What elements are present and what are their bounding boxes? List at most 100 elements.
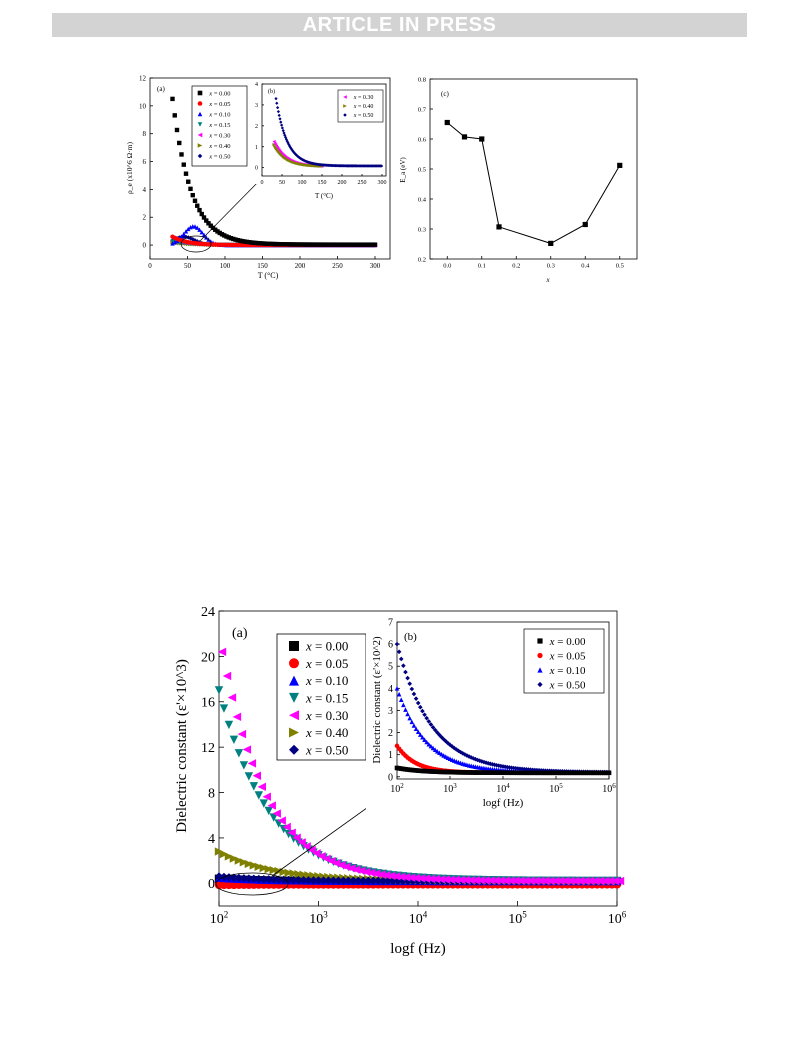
x-tick-label: 250 — [332, 262, 343, 270]
y-tick-label: 10 — [139, 102, 147, 110]
bottom-inset-x-label: logf (Hz) — [483, 797, 524, 809]
data-point — [249, 782, 259, 791]
y-tick-label: 6 — [388, 640, 393, 651]
data-point — [341, 242, 346, 247]
data-point — [289, 875, 298, 885]
data-point — [229, 873, 239, 882]
data-point — [466, 875, 475, 885]
data-point — [461, 134, 468, 140]
legend-value: = 0.40 — [356, 104, 373, 110]
data-point — [413, 726, 419, 731]
data-point — [329, 876, 338, 885]
data-point — [259, 799, 268, 808]
data-point — [192, 238, 198, 243]
data-point — [548, 240, 554, 246]
y-tick-label: 0.2 — [418, 256, 426, 263]
data-point — [396, 691, 402, 697]
data-point — [276, 110, 280, 114]
y-tick-label: 3 — [255, 103, 258, 109]
x-tick-label: 200 — [338, 180, 347, 186]
bottom-a-panel-label: (a) — [232, 626, 248, 641]
legend-variable: x — [208, 90, 212, 97]
data-point — [556, 876, 565, 886]
legend-value: = 0.50 — [356, 113, 373, 119]
y-tick-label: 0.8 — [418, 76, 426, 83]
x-tick-label: 0 — [148, 262, 152, 270]
bottom-a-y-label: Dielectric constant (ε'×10^3) — [174, 659, 190, 833]
legend-variable: x — [305, 742, 312, 757]
data-point — [181, 231, 186, 237]
data-point — [309, 242, 315, 247]
x-tick-exponent: 5 — [522, 909, 527, 919]
data-point — [312, 242, 317, 247]
data-point — [181, 162, 186, 167]
data-point — [456, 875, 465, 885]
data-point — [566, 876, 575, 886]
legend-label: x = 0.50 — [353, 113, 374, 119]
x-tick-label: 104 — [409, 909, 428, 927]
data-point — [281, 128, 285, 133]
data-point — [432, 727, 438, 733]
data-point — [507, 765, 512, 770]
data-point — [272, 809, 281, 818]
legend-label: x = 0.50 — [549, 679, 586, 691]
top-c-x-ticks: 0.0 0.1 0.2 0.3 0.4 0.5 — [443, 256, 624, 270]
data-point — [239, 858, 249, 867]
data-point — [172, 113, 177, 118]
top-inset-y-ticks: 0 1 2 3 4 — [255, 82, 264, 172]
data-point — [411, 723, 417, 728]
data-point — [222, 233, 227, 238]
legend-label: x = 0.30 — [208, 132, 230, 139]
data-point — [398, 697, 404, 703]
data-point — [215, 229, 220, 234]
legend-variable: x — [305, 639, 312, 654]
x-tick-label: 100 — [220, 262, 231, 270]
data-point — [367, 868, 376, 878]
data-point — [224, 234, 229, 239]
x-tick-label: 50 — [279, 180, 285, 186]
data-point — [292, 151, 296, 155]
data-point — [249, 861, 259, 870]
data-point — [444, 119, 450, 126]
data-point — [336, 242, 342, 247]
data-point — [229, 735, 239, 745]
y-tick-label: 1 — [255, 145, 258, 151]
data-point — [239, 874, 249, 883]
data-point — [271, 241, 276, 247]
legend-variable: x — [305, 690, 312, 705]
data-point — [426, 719, 432, 724]
data-point — [224, 852, 234, 861]
legend-variable: x — [208, 101, 212, 108]
data-point — [305, 242, 310, 247]
data-point — [231, 236, 236, 242]
data-point — [294, 242, 299, 247]
legend-value: = 0.05 — [212, 101, 230, 108]
x-tick-exponent: 3 — [323, 909, 328, 919]
data-point — [199, 229, 204, 235]
data-point — [222, 671, 232, 681]
data-point — [431, 874, 441, 884]
data-point — [332, 242, 337, 247]
data-point — [361, 242, 366, 247]
legend-value: = 0.40 — [312, 725, 349, 740]
data-point — [264, 806, 273, 816]
data-point — [409, 719, 415, 725]
y-tick-label: 20 — [201, 650, 215, 665]
data-point — [428, 722, 434, 727]
data-point — [407, 681, 413, 687]
data-point — [172, 240, 177, 245]
y-tick-label: 0.4 — [418, 196, 427, 203]
data-point — [615, 876, 625, 886]
top-c-y-ticks: 0.2 0.3 0.4 0.5 0.6 0.7 0.8 — [418, 76, 433, 263]
y-tick-label: 12 — [139, 74, 147, 82]
data-point — [449, 744, 455, 749]
y-tick-label: 0.3 — [418, 226, 426, 233]
data-point — [378, 876, 388, 886]
data-point — [314, 876, 323, 885]
legend-marker — [289, 692, 299, 703]
data-point — [406, 873, 416, 882]
legend-label: x = 0.15 — [305, 690, 348, 705]
data-point — [595, 876, 605, 886]
data-point — [521, 876, 530, 885]
